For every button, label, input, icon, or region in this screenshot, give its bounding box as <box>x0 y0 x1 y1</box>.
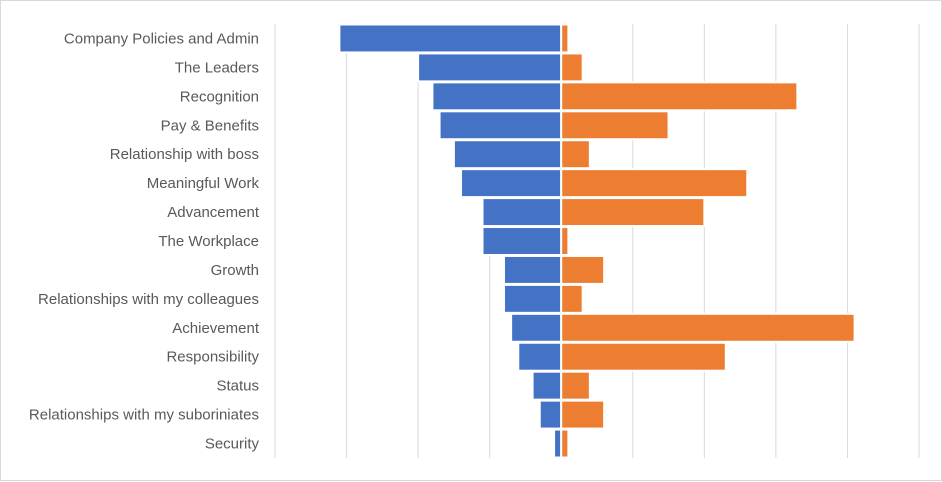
bar-left-13 <box>538 399 563 430</box>
bar-right-2 <box>560 81 799 112</box>
bar-left-11 <box>517 341 563 372</box>
bar-left-4 <box>452 139 563 170</box>
category-label: Relationships with my colleagues <box>38 291 259 308</box>
bar-left-12 <box>531 370 563 401</box>
category-label: Pay & Benefits <box>161 117 259 134</box>
category-label: The Leaders <box>175 59 259 76</box>
bar-right-1 <box>560 52 584 83</box>
category-label: Achievement <box>172 320 260 337</box>
category-label: The Workplace <box>158 233 259 250</box>
bar-right-3 <box>560 110 670 141</box>
bars <box>338 23 856 459</box>
bar-right-9 <box>560 283 584 314</box>
bar-right-12 <box>560 370 591 401</box>
bar-left-14 <box>553 428 563 459</box>
category-labels: Company Policies and Admin The Leaders Rec… <box>29 30 260 452</box>
category-label: Company Policies and Admin <box>64 30 259 47</box>
bar-right-10 <box>560 312 856 343</box>
category-label: Status <box>216 378 259 395</box>
category-label: Growth <box>211 262 259 279</box>
bar-left-6 <box>481 197 563 228</box>
bar-left-0 <box>338 23 563 54</box>
category-label: Advancement <box>167 204 260 221</box>
bar-right-0 <box>560 23 570 54</box>
bar-left-10 <box>510 312 563 343</box>
bar-right-8 <box>560 254 606 285</box>
category-label: Meaningful Work <box>147 175 260 192</box>
category-label: Security <box>205 436 260 453</box>
bar-left-8 <box>502 254 563 285</box>
category-label: Relationship with boss <box>110 146 259 163</box>
bar-left-3 <box>438 110 563 141</box>
bar-left-1 <box>417 52 563 83</box>
bar-right-13 <box>560 399 606 430</box>
bar-left-7 <box>481 226 563 256</box>
bar-left-2 <box>431 81 563 112</box>
bar-right-7 <box>560 226 570 256</box>
bar-right-4 <box>560 139 591 170</box>
bar-right-11 <box>560 341 727 372</box>
bar-right-5 <box>560 168 749 199</box>
bar-left-5 <box>460 168 563 199</box>
category-label: Recognition <box>180 88 259 105</box>
category-label: Relationships with my suboriniates <box>29 407 259 424</box>
bar-left-9 <box>502 283 563 314</box>
bar-right-14 <box>560 428 570 459</box>
category-label: Responsibility <box>166 349 259 366</box>
bar-right-6 <box>560 197 706 228</box>
